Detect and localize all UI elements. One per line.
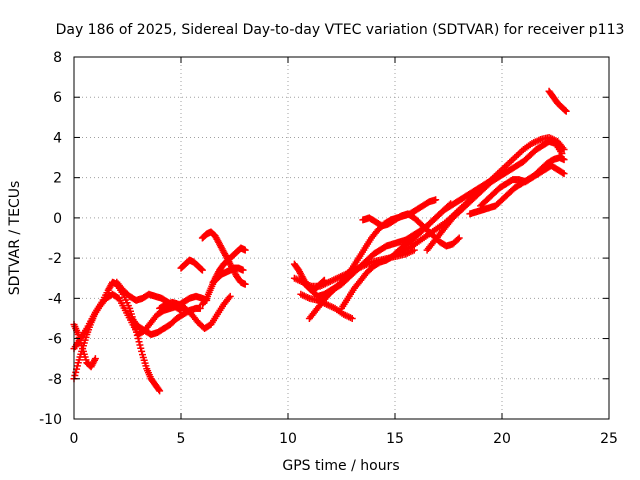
data-point — [137, 344, 145, 352]
data-point — [560, 170, 568, 178]
data-point — [91, 355, 99, 363]
series-track-20 — [423, 137, 566, 254]
series-track-8 — [177, 256, 206, 274]
series-track-10 — [209, 264, 247, 286]
y-tick-label: 8 — [53, 50, 62, 66]
series-track-22 — [477, 162, 568, 210]
x-tick-label: 5 — [177, 431, 186, 447]
data-point — [155, 386, 163, 394]
data-point — [135, 338, 143, 346]
y-tick-labels: -10 -8 -6 -4 -2 0 2 4 6 8 — [39, 50, 62, 428]
x-tick-label: 0 — [70, 431, 79, 447]
y-tick-label: -10 — [39, 412, 62, 428]
series-track-5 — [128, 304, 204, 339]
data-point — [432, 196, 440, 204]
data-point — [196, 304, 204, 312]
y-tick-label: -8 — [48, 372, 62, 388]
data-point — [562, 107, 570, 115]
data-point — [561, 106, 569, 114]
axis-ticks — [73, 56, 610, 420]
data-point — [560, 156, 568, 164]
data-point — [138, 347, 146, 355]
data-point — [198, 265, 206, 273]
y-tick-label: -2 — [48, 251, 62, 267]
series-track-6 — [156, 292, 234, 332]
series-track-23 — [545, 87, 570, 115]
data-point — [73, 362, 81, 370]
chart-title: Day 186 of 2025, Sidereal Day-to-day VTE… — [56, 22, 625, 38]
data-point — [241, 280, 249, 288]
y-tick-label: 0 — [53, 211, 62, 227]
y-tick-label: 4 — [53, 130, 62, 146]
data-point — [226, 292, 234, 300]
data-point — [559, 169, 567, 177]
data-point — [241, 246, 249, 254]
y-tick-label: -6 — [48, 332, 62, 348]
plot-area-frame — [73, 56, 610, 420]
x-tick-label: 25 — [600, 431, 618, 447]
x-tick-labels: 0 5 10 15 20 25 — [70, 431, 618, 447]
data-point — [348, 314, 356, 322]
grid-lines — [74, 57, 609, 419]
y-axis-label: SDTVAR / TECUs — [7, 181, 23, 296]
data-point — [136, 341, 144, 349]
data-point — [198, 266, 206, 274]
data-points — [70, 87, 570, 395]
x-tick-label: 15 — [386, 431, 404, 447]
data-point — [454, 235, 462, 243]
data-point — [72, 368, 80, 376]
y-tick-label: 2 — [53, 171, 62, 187]
data-point — [71, 372, 79, 380]
x-tick-label: 20 — [493, 431, 511, 447]
data-point — [239, 266, 247, 274]
x-tick-label: 10 — [279, 431, 297, 447]
y-tick-label: -4 — [48, 291, 62, 307]
y-tick-label: 6 — [53, 90, 62, 106]
x-axis-label: GPS time / hours — [282, 458, 399, 474]
data-point — [156, 387, 164, 395]
data-point — [455, 234, 463, 242]
